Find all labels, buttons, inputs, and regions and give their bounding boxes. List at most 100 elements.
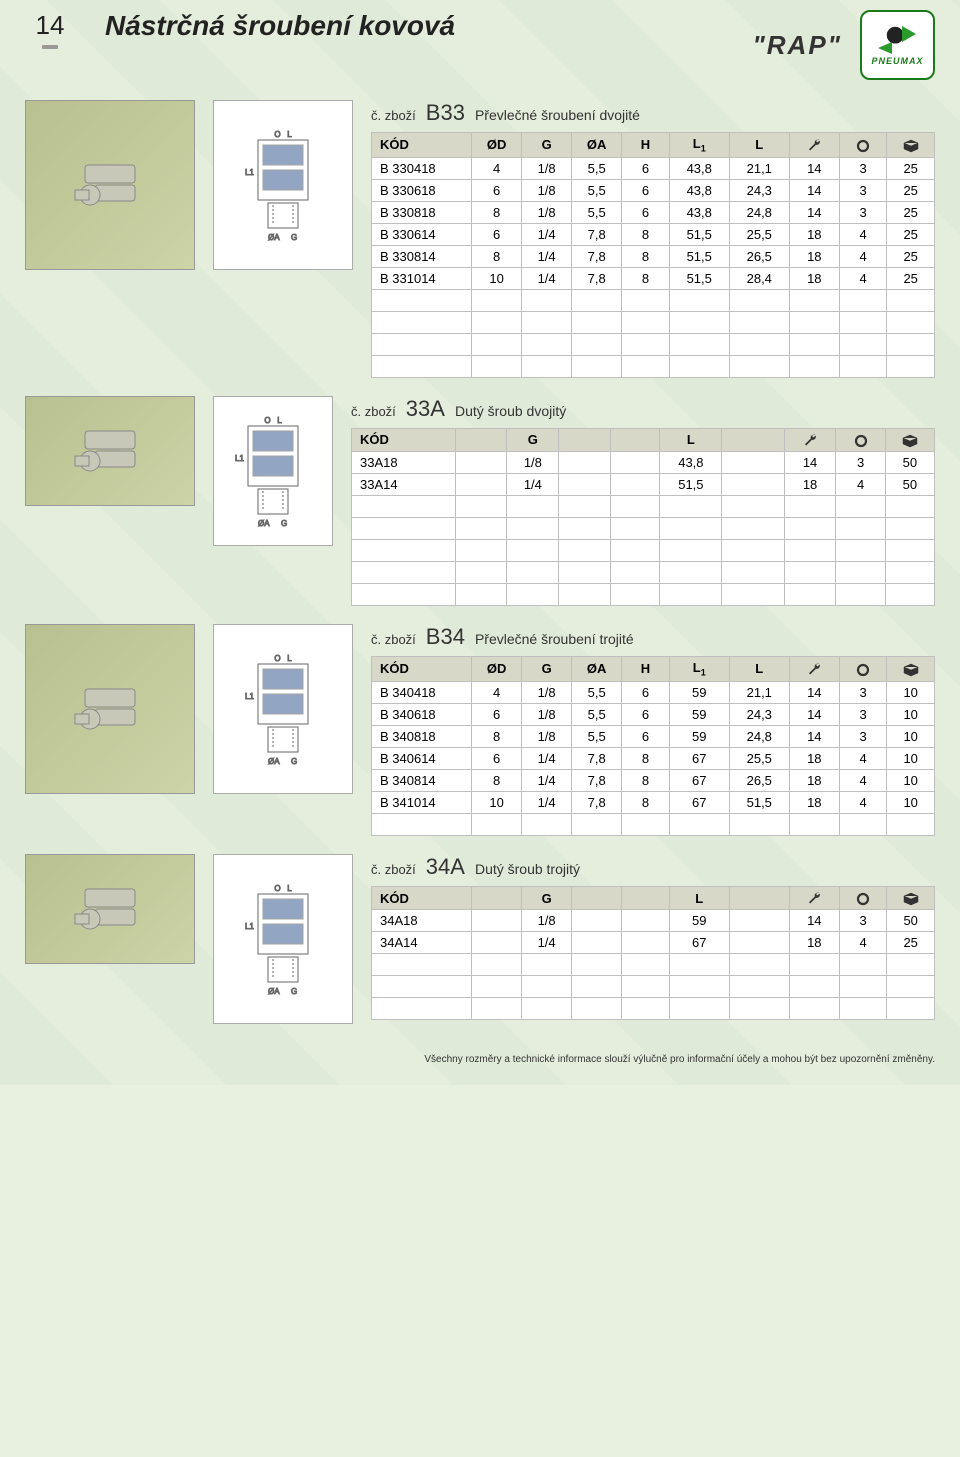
table-cell [352, 584, 456, 606]
table-cell: 3 [839, 910, 887, 932]
table-cell: 59 [669, 910, 729, 932]
table-row-empty [352, 496, 935, 518]
col-header: G [522, 133, 572, 158]
col-header: KÓD [352, 428, 456, 452]
section-content: č. zboží33ADutý šroub dvojitýKÓDGL33A181… [351, 396, 935, 607]
table-cell [472, 954, 522, 976]
title-code: 34A [426, 854, 465, 880]
table-cell: 43,8 [669, 179, 729, 201]
table-cell [572, 289, 622, 311]
table-cell: 24,3 [729, 179, 789, 201]
table-row: B 34061861/85,565924,314310 [372, 703, 935, 725]
table-cell: 26,5 [729, 769, 789, 791]
table-cell [789, 311, 839, 333]
svg-text:O L: O L [274, 130, 292, 139]
table-cell: 18 [789, 747, 839, 769]
table-cell [472, 289, 522, 311]
table-cell: 6 [472, 179, 522, 201]
table-cell: 50 [885, 452, 934, 474]
page-title: Nástrčná šroubení kovová [105, 10, 752, 42]
table-cell: 25,5 [729, 223, 789, 245]
table-cell [839, 333, 887, 355]
table-header-row: KÓDØDGØAHL1L [372, 657, 935, 682]
table-cell: 50 [885, 474, 934, 496]
table-cell: 8 [622, 791, 670, 813]
table-cell: 14 [789, 703, 839, 725]
table-cell: 4 [472, 681, 522, 703]
col-header: L [669, 886, 729, 910]
table-cell [372, 355, 472, 377]
table-cell [885, 562, 934, 584]
table-row: B 33061461/47,8851,525,518425 [372, 223, 935, 245]
table-cell: B 341014 [372, 791, 472, 813]
svg-text:ØA: ØA [268, 987, 280, 996]
section-title: č. zboží34ADutý šroub trojitý [371, 854, 935, 880]
table-cell [885, 540, 934, 562]
table-cell: 4 [839, 245, 887, 267]
table-cell [611, 540, 660, 562]
table-cell [660, 584, 722, 606]
table-cell: 59 [669, 703, 729, 725]
col-header [559, 428, 611, 452]
table-cell: 25 [887, 223, 935, 245]
data-table: KÓDGL34A181/8591435034A141/46718425 [371, 886, 935, 1021]
staple-icon [42, 45, 58, 49]
table-cell [669, 954, 729, 976]
title-desc: Dutý šroub dvojitý [455, 403, 566, 419]
svg-text:G: G [281, 519, 287, 528]
table-cell [352, 518, 456, 540]
logo-text: PNEUMAX [871, 56, 923, 66]
col-header: G [507, 428, 559, 452]
table-cell [455, 518, 507, 540]
table-cell: 3 [836, 452, 885, 474]
table-cell [669, 998, 729, 1020]
header-right: "RAP" PNEUMAX [752, 10, 935, 80]
table-cell [522, 311, 572, 333]
table-cell: 1/8 [522, 179, 572, 201]
logo-symbol-icon [884, 24, 912, 52]
table-cell: 7,8 [572, 223, 622, 245]
table-cell [522, 954, 572, 976]
technical-diagram: O LL1ØAG [213, 624, 353, 794]
col-header: ØD [472, 133, 522, 158]
table-cell: 4 [839, 791, 887, 813]
col-header: KÓD [372, 886, 472, 910]
table-cell [507, 562, 559, 584]
table-cell: 14 [789, 157, 839, 179]
table-cell [729, 311, 789, 333]
table-cell: 10 [472, 267, 522, 289]
technical-diagram: O LL1ØAG [213, 396, 333, 546]
table-cell [622, 932, 670, 954]
table-row-empty [352, 562, 935, 584]
table-cell: 21,1 [729, 681, 789, 703]
table-cell [472, 311, 522, 333]
table-cell: 28,4 [729, 267, 789, 289]
table-cell: 67 [669, 769, 729, 791]
table-cell [352, 562, 456, 584]
table-cell [660, 518, 722, 540]
table-cell [559, 452, 611, 474]
ring-icon [839, 133, 887, 158]
table-cell [572, 910, 622, 932]
table-cell: 59 [669, 681, 729, 703]
col-header: ØD [472, 657, 522, 682]
page-number: 14 [25, 10, 75, 41]
table-cell: 1/8 [522, 201, 572, 223]
table-cell: 1/4 [522, 245, 572, 267]
table-cell [722, 518, 784, 540]
table-cell [729, 998, 789, 1020]
table-row: B 33041841/85,5643,821,114325 [372, 157, 935, 179]
table-row-empty [372, 355, 935, 377]
pack-icon [887, 657, 935, 682]
table-cell [729, 954, 789, 976]
table-cell: B 330618 [372, 179, 472, 201]
table-cell: 10 [887, 791, 935, 813]
table-cell [472, 813, 522, 835]
table-cell [669, 813, 729, 835]
table-cell: 5,5 [572, 703, 622, 725]
col-header: KÓD [372, 657, 472, 682]
table-cell: 24,8 [729, 201, 789, 223]
table-cell [352, 496, 456, 518]
page-number-box: 14 [25, 10, 75, 49]
svg-text:G: G [291, 987, 297, 996]
